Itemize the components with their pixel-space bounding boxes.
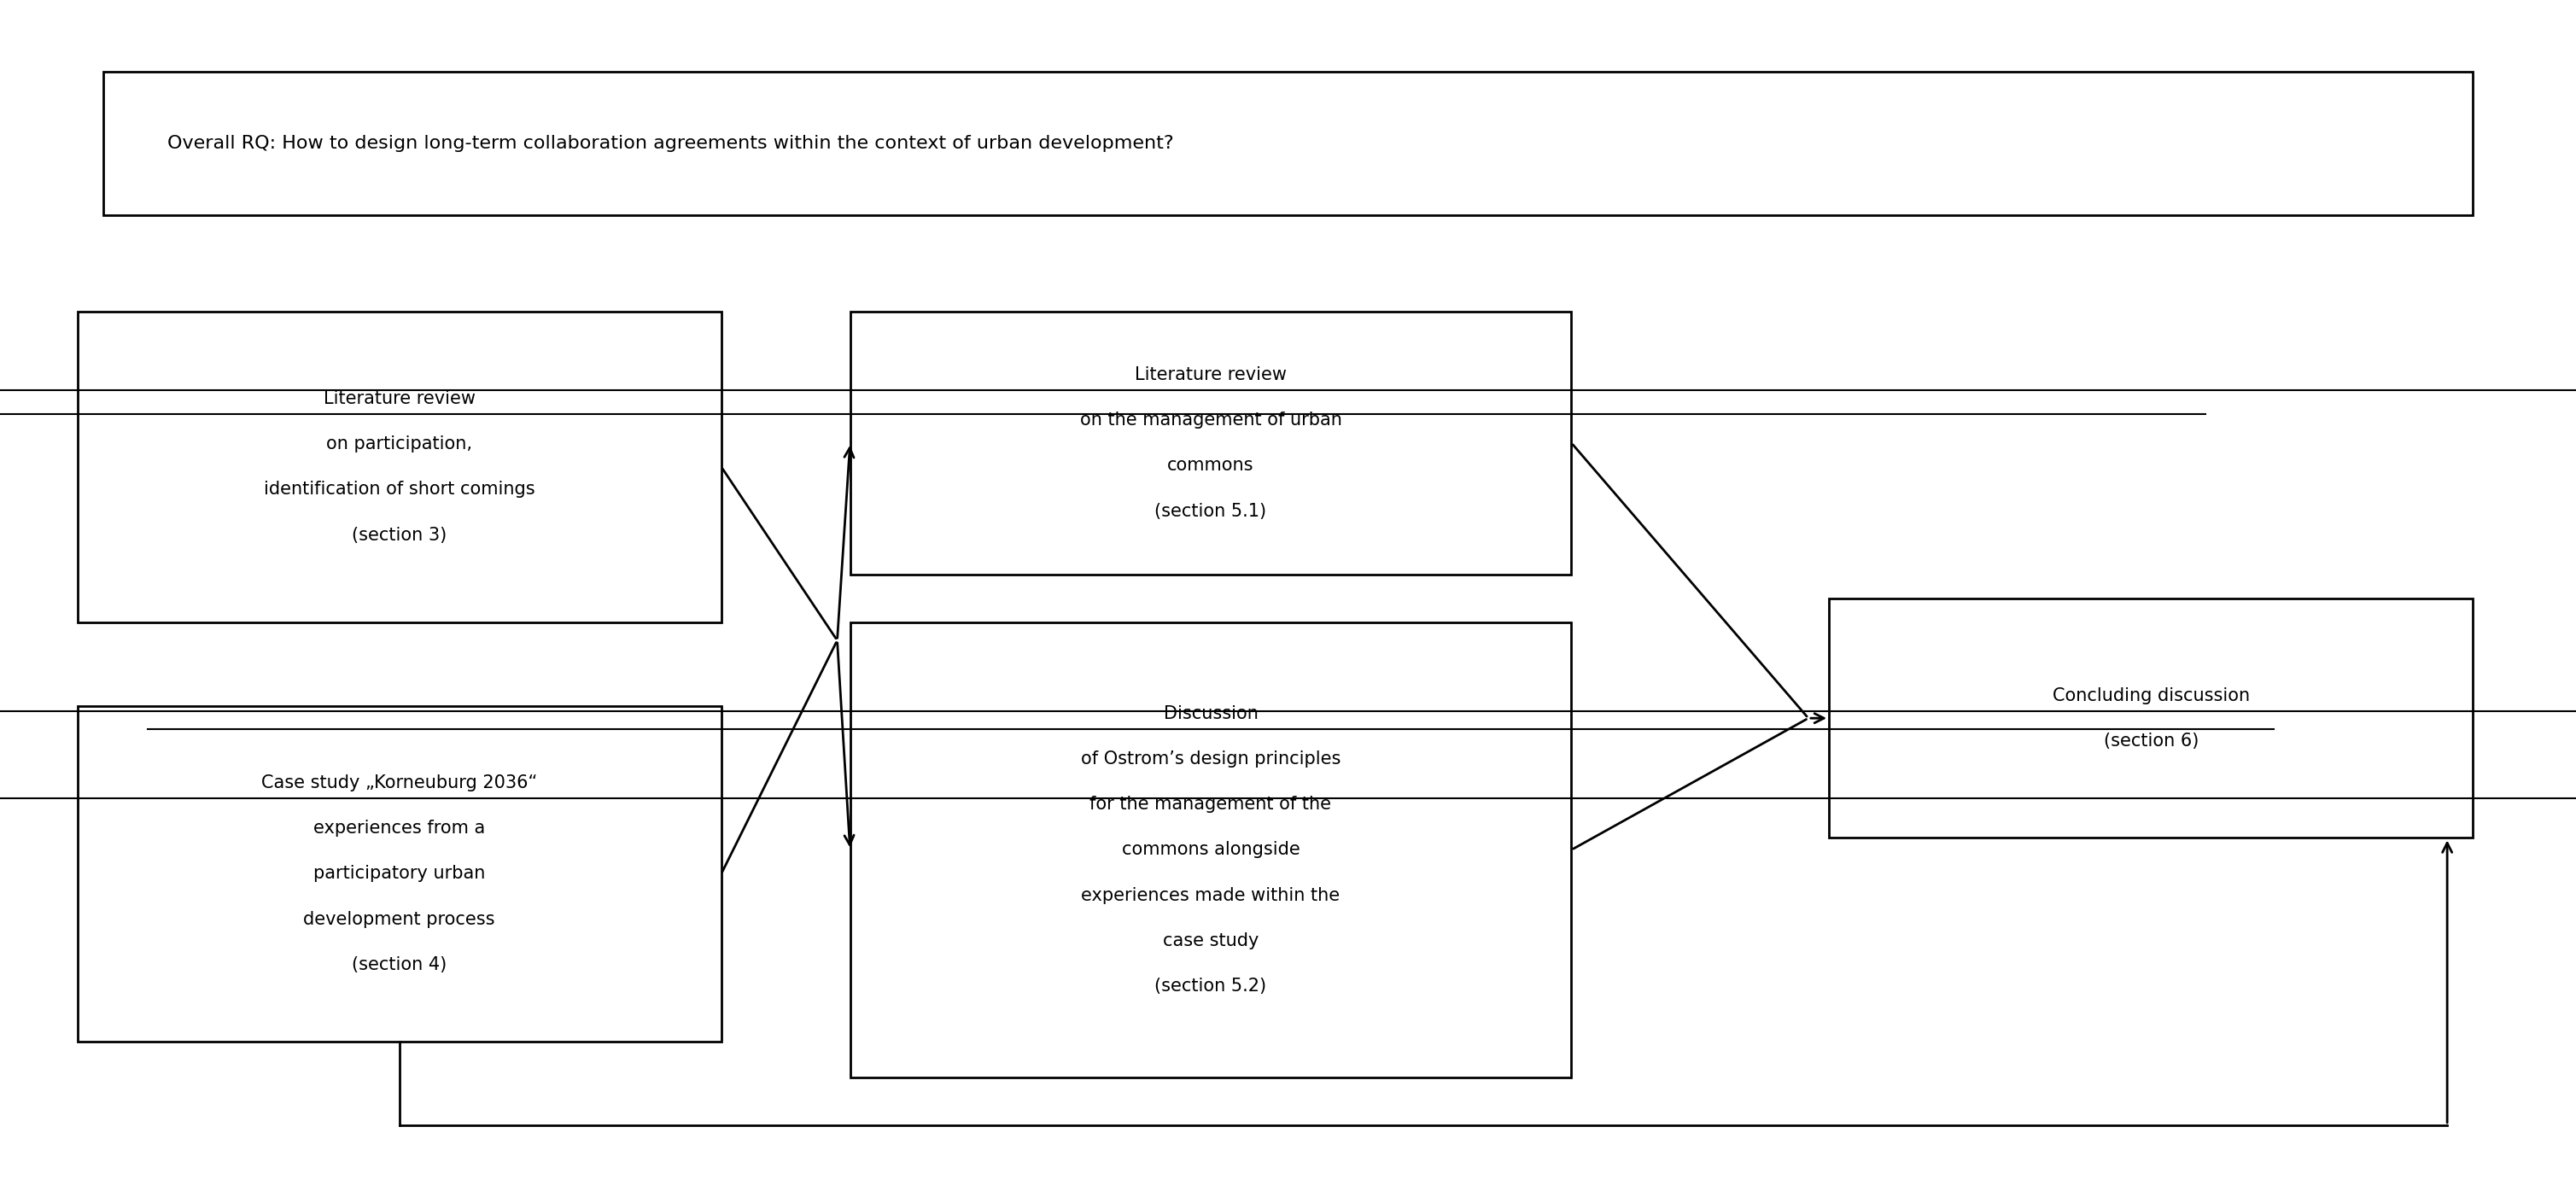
Text: experiences from a: experiences from a: [314, 820, 484, 837]
Text: case study: case study: [1162, 932, 1260, 949]
Text: for the management of the: for the management of the: [1090, 796, 1332, 813]
Text: Case study „Korneuburg 2036“: Case study „Korneuburg 2036“: [260, 774, 538, 791]
FancyBboxPatch shape: [850, 311, 1571, 575]
Text: commons: commons: [1167, 457, 1255, 474]
Text: Concluding discussion: Concluding discussion: [2053, 687, 2249, 704]
Text: Discussion: Discussion: [1164, 705, 1257, 722]
Text: identification of short comings: identification of short comings: [263, 481, 536, 498]
Text: experiences made within the: experiences made within the: [1082, 887, 1340, 904]
Text: Literature review: Literature review: [325, 390, 474, 407]
Text: (section 6): (section 6): [2105, 733, 2197, 749]
Text: on participation,: on participation,: [327, 436, 471, 452]
FancyBboxPatch shape: [77, 311, 721, 622]
Text: (section 5.2): (section 5.2): [1154, 978, 1267, 995]
Text: commons alongside: commons alongside: [1121, 841, 1301, 858]
Text: development process: development process: [304, 911, 495, 928]
Text: Literature review: Literature review: [1136, 366, 1285, 383]
FancyBboxPatch shape: [850, 622, 1571, 1077]
FancyBboxPatch shape: [77, 706, 721, 1041]
Text: (section 3): (section 3): [353, 527, 446, 543]
FancyBboxPatch shape: [1829, 598, 2473, 838]
Text: on the management of urban: on the management of urban: [1079, 412, 1342, 429]
FancyBboxPatch shape: [103, 72, 2473, 215]
Text: of Ostrom’s design principles: of Ostrom’s design principles: [1082, 751, 1340, 767]
Text: (section 5.1): (section 5.1): [1154, 503, 1267, 519]
Text: (section 4): (section 4): [353, 956, 446, 973]
Text: participatory urban: participatory urban: [314, 865, 484, 882]
Text: Overall RQ: How to design long-term collaboration agreements within the context : Overall RQ: How to design long-term coll…: [167, 135, 1175, 152]
